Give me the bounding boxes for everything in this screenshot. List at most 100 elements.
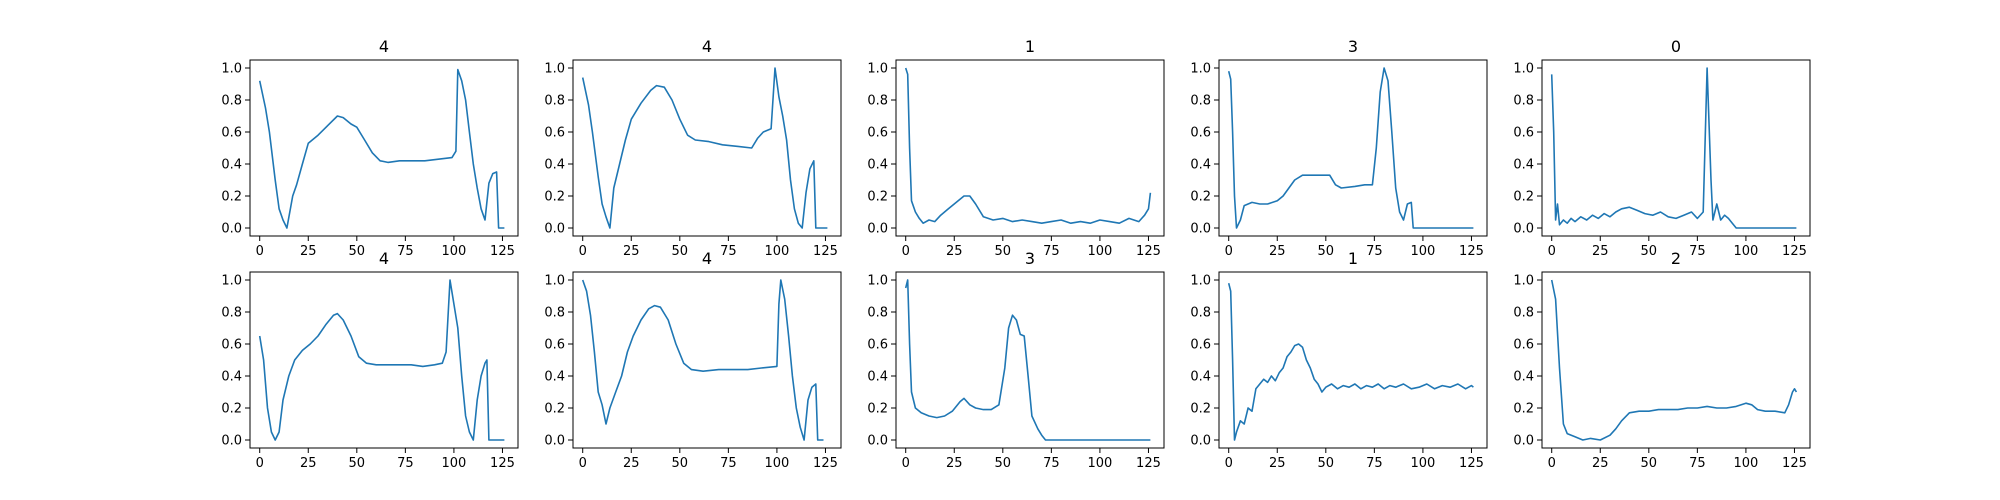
y-tick-label: 0.6	[221, 338, 242, 353]
y-tick-label: 0.8	[1190, 306, 1211, 321]
subplot-title: 1	[1348, 249, 1358, 268]
x-tick-label: 100	[764, 456, 789, 471]
subplot-title: 3	[1025, 249, 1035, 268]
y-tick-label: 1.0	[1513, 274, 1534, 289]
x-tick-label: 75	[1689, 456, 1706, 471]
y-tick-label: 0.8	[221, 306, 242, 321]
x-tick-label: 125	[1136, 244, 1161, 259]
series-line	[1550, 67, 1797, 229]
x-tick-label: 50	[1318, 244, 1335, 259]
x-tick-label: 50	[995, 456, 1012, 471]
y-tick-label: 0.6	[867, 126, 888, 141]
subplot-4: 3 0 25 50 75 100 125 0.0 0.2 0.4 0.6 0.8 1.0	[1190, 37, 1488, 259]
x-tick-label: 0	[1548, 456, 1556, 471]
y-tick-label: 0.4	[867, 370, 888, 385]
y-tick-label: 1.0	[544, 274, 565, 289]
x-tick-label: 125	[1782, 244, 1807, 259]
y-tick-label: 0.0	[221, 434, 242, 449]
y-tick-label: 0.2	[1513, 402, 1534, 417]
subplot-title: 1	[1025, 37, 1035, 56]
x-tick-label: 0	[902, 456, 910, 471]
subplot-title: 4	[379, 249, 389, 268]
x-tick-label: 0	[256, 456, 264, 471]
y-tick-label: 0.0	[544, 222, 565, 237]
x-tick-label: 75	[1689, 244, 1706, 259]
y-tick-label: 0.4	[1190, 370, 1211, 385]
subplot-title: 0	[1671, 37, 1681, 56]
x-tick-label: 50	[349, 456, 366, 471]
x-tick-label: 75	[397, 456, 414, 471]
axes-frame	[572, 59, 842, 237]
x-tick-label: 50	[1641, 244, 1658, 259]
series-line	[1227, 67, 1474, 229]
y-tick-label: 1.0	[544, 62, 565, 77]
x-tick-label: 100	[1733, 456, 1758, 471]
subplot-8: 3 0 25 50 75 100 125 0.0 0.2 0.4 0.6 0.8 1.0	[867, 249, 1165, 471]
x-tick-label: 0	[1225, 456, 1233, 471]
x-tick-label: 75	[1043, 244, 1060, 259]
y-tick-label: 0.0	[867, 222, 888, 237]
y-tick-label: 0.2	[1190, 190, 1211, 205]
y-tick-label: 0.0	[1190, 222, 1211, 237]
x-tick-label: 125	[490, 456, 515, 471]
y-tick-label: 1.0	[867, 274, 888, 289]
axes-frame	[249, 59, 519, 237]
x-tick-label: 75	[1366, 244, 1383, 259]
x-tick-label: 25	[1269, 244, 1286, 259]
subplot-title: 4	[702, 37, 712, 56]
axes-frame	[249, 271, 519, 449]
y-tick-label: 1.0	[1190, 62, 1211, 77]
x-tick-label: 100	[764, 244, 789, 259]
x-tick-label: 100	[441, 456, 466, 471]
x-tick-label: 75	[720, 244, 737, 259]
subplot-7: 4 0 25 50 75 100 125 0.0 0.2 0.4 0.6 0.8 1.0	[544, 249, 842, 471]
x-tick-label: 100	[1087, 244, 1112, 259]
y-tick-label: 0.6	[1190, 126, 1211, 141]
y-tick-label: 1.0	[867, 62, 888, 77]
y-tick-label: 1.0	[1513, 62, 1534, 77]
x-tick-label: 0	[579, 244, 587, 259]
y-tick-label: 0.0	[1513, 434, 1534, 449]
x-tick-label: 50	[672, 456, 689, 471]
x-tick-label: 25	[300, 244, 317, 259]
x-tick-label: 25	[946, 244, 963, 259]
x-tick-label: 125	[1459, 456, 1484, 471]
x-tick-label: 25	[1592, 456, 1609, 471]
series-line	[904, 67, 1152, 224]
y-tick-label: 0.2	[544, 402, 565, 417]
x-tick-label: 50	[995, 244, 1012, 259]
y-tick-label: 0.0	[867, 434, 888, 449]
x-tick-label: 125	[1782, 456, 1807, 471]
subplot-9: 1 0 25 50 75 100 125 0.0 0.2 0.4 0.6 0.8 1.0	[1190, 249, 1488, 471]
subplot-title: 3	[1348, 37, 1358, 56]
x-tick-label: 0	[1225, 244, 1233, 259]
y-tick-label: 0.4	[221, 158, 242, 173]
x-tick-label: 125	[813, 456, 838, 471]
x-tick-label: 0	[256, 244, 264, 259]
series-line	[258, 279, 505, 441]
y-tick-label: 0.4	[544, 370, 565, 385]
y-tick-label: 0.4	[1513, 158, 1534, 173]
y-tick-label: 0.8	[867, 94, 888, 109]
y-tick-label: 0.0	[221, 222, 242, 237]
y-tick-label: 1.0	[221, 62, 242, 77]
series-line	[1550, 279, 1798, 441]
x-tick-label: 75	[397, 244, 414, 259]
series-line	[1227, 283, 1474, 441]
y-tick-label: 0.8	[867, 306, 888, 321]
x-tick-label: 0	[579, 456, 587, 471]
x-tick-label: 25	[623, 456, 640, 471]
y-tick-label: 0.4	[221, 370, 242, 385]
axes-frame	[1541, 59, 1811, 237]
series-line	[581, 279, 824, 441]
y-tick-label: 0.2	[221, 190, 242, 205]
subplot-10: 2 0 25 50 75 100 125 0.0 0.2 0.4 0.6 0.8 1.0	[1513, 249, 1811, 471]
x-tick-label: 50	[1318, 456, 1335, 471]
x-tick-label: 125	[1459, 244, 1484, 259]
subplot-1: 4 0 25 50 75 100 125 0.0 0.2 0.4 0.6 0.8 1.0	[221, 37, 519, 259]
x-tick-label: 100	[1733, 244, 1758, 259]
y-tick-label: 0.6	[867, 338, 888, 353]
y-tick-label: 0.4	[1190, 158, 1211, 173]
y-tick-label: 0.8	[221, 94, 242, 109]
